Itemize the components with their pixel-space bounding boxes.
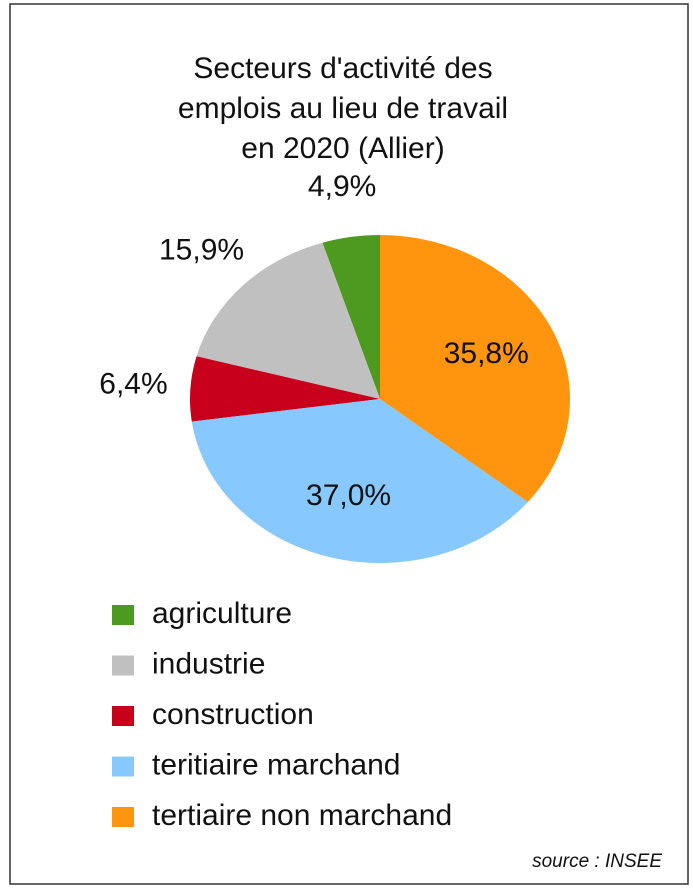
legend-label: tertiaire non marchand — [152, 799, 452, 832]
legend-label: construction — [152, 698, 314, 731]
chart-title: emplois au lieu de travail — [178, 92, 508, 125]
legend-swatch — [112, 756, 134, 777]
pie-slice — [190, 356, 380, 422]
legend-swatch — [112, 807, 134, 827]
legend-label: agriculture — [152, 597, 292, 630]
chart-title: en 2020 (Allier) — [241, 132, 444, 165]
pie-slice — [380, 235, 570, 502]
chart-title: Secteurs d'activité des — [193, 52, 492, 85]
legend-swatch — [112, 655, 134, 676]
data-label: 6,4% — [99, 368, 167, 401]
legend-label: teritiaire marchand — [152, 748, 400, 781]
source: source : INSEE — [532, 851, 662, 872]
pie-slice — [322, 235, 380, 399]
legend-swatch — [112, 706, 134, 726]
data-label: 15,9% — [159, 234, 244, 267]
data-label: 4,9% — [308, 170, 376, 203]
pie-slice — [191, 399, 528, 563]
legend-label: industrie — [152, 647, 265, 680]
pie-slice — [196, 242, 380, 399]
data-label: 37,0% — [306, 479, 391, 512]
data-label: 35,8% — [444, 337, 529, 370]
legend-swatch — [112, 605, 134, 625]
